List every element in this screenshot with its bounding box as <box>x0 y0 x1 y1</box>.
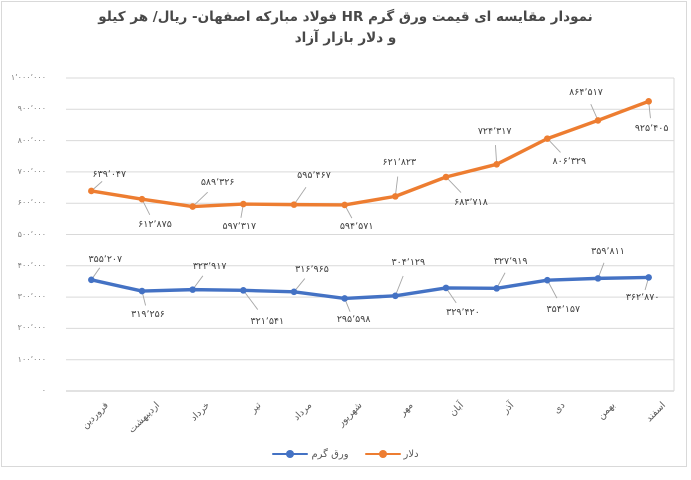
data-label-hot-rolled-sheet-10: ۳۵۴٬۱۵۷ <box>546 304 581 316</box>
data-label-dollar-8: ۶۸۳٬۷۱۸ <box>454 196 488 208</box>
ytick-label-2: ۲۰۰٬۰۰۰ <box>17 323 46 333</box>
legend: ورق گرم دلار <box>0 446 691 462</box>
series-line-dollar <box>89 99 651 209</box>
data-point-dollar-5 <box>290 201 298 208</box>
data-point-hot-rolled-sheet-12 <box>645 274 652 281</box>
data-point-dollar-4 <box>240 200 247 208</box>
data-label-dollar-5: ۵۹۵٬۴۶۷ <box>297 169 331 181</box>
ytick-label-9: ۹۰۰٬۰۰۰ <box>17 104 46 114</box>
data-point-dollar-11 <box>594 117 602 124</box>
data-label-hot-rolled-sheet-5: ۳۱۶٬۹۶۵ <box>295 263 329 275</box>
data-point-hot-rolled-sheet-11 <box>594 275 602 282</box>
data-label-dollar-9: ۷۲۴٬۳۱۷ <box>477 126 512 138</box>
data-label-dollar-10: ۸۰۶٬۳۲۹ <box>552 155 587 167</box>
data-point-dollar-3 <box>189 203 196 210</box>
ytick-label-3: ۳۰۰٬۰۰۰ <box>17 292 46 302</box>
data-point-dollar-2 <box>138 195 146 203</box>
data-point-dollar-7 <box>392 193 399 200</box>
data-label-hot-rolled-sheet-8: ۳۲۹٬۴۲۰ <box>446 306 480 318</box>
data-point-hot-rolled-sheet-1 <box>88 276 95 284</box>
ytick-label-6: ۶۰۰٬۰۰۰ <box>17 198 46 208</box>
label-leader-line <box>394 275 404 296</box>
label-leader-line <box>394 176 399 197</box>
data-point-hot-rolled-sheet-3 <box>189 286 196 293</box>
data-point-hot-rolled-sheet-6 <box>341 295 348 302</box>
data-label-hot-rolled-sheet-7: ۳۰۴٬۱۲۹ <box>391 256 426 268</box>
ytick-label-8: ۸۰۰٬۰۰۰ <box>17 135 46 145</box>
ytick-label-10: ۱٬۰۰۰٬۰۰۰ <box>10 73 46 82</box>
data-label-dollar-1: ۶۳۹٬۰۴۷ <box>92 168 127 180</box>
legend-label-hot-rolled-sheet: ورق گرم <box>311 448 349 460</box>
data-point-hot-rolled-sheet-10 <box>544 276 551 284</box>
label-leader-line <box>293 186 307 205</box>
ytick-label-5: ۵۰۰٬۰۰۰ <box>17 229 46 239</box>
data-point-hot-rolled-sheet-8 <box>442 284 450 292</box>
data-label-hot-rolled-sheet-12: ۳۶۲٬۸۷۰ <box>625 292 660 304</box>
legend-item-dollar[interactable]: دلار <box>364 448 419 460</box>
data-label-hot-rolled-sheet-11: ۳۵۹٬۸۱۱ <box>591 246 625 258</box>
data-point-dollar-10 <box>544 135 551 142</box>
data-label-hot-rolled-sheet-6: ۲۹۵٬۵۹۸ <box>336 314 371 326</box>
data-point-dollar-6 <box>341 201 348 209</box>
label-leader-line <box>445 176 462 193</box>
chart-title: نمودار مقایسه ای قیمت ورق گرم HR فولاد م… <box>0 7 691 49</box>
legend-line-marker-dollar <box>364 450 401 459</box>
label-leader-line <box>242 290 259 310</box>
data-label-dollar-4: ۵۹۷٬۳۱۷ <box>222 221 257 233</box>
data-label-hot-rolled-sheet-9: ۳۲۷٬۹۱۹ <box>493 256 528 268</box>
legend-label-dollar: دلار <box>403 448 419 460</box>
ytick-label-1: ۱۰۰٬۰۰۰ <box>17 354 46 364</box>
ytick-label-0: ۰ <box>41 386 46 395</box>
data-label-dollar-12: ۹۲۵٬۴۰۵ <box>634 123 669 135</box>
data-label-dollar-11: ۸۶۴٬۵۱۷ <box>569 87 603 99</box>
chart-title-line2: و دلار بازار آزاد <box>294 30 397 46</box>
data-label-hot-rolled-sheet-1: ۳۵۵٬۲۰۷ <box>88 253 123 265</box>
data-label-dollar-6: ۵۹۴٬۵۷۱ <box>339 220 374 232</box>
data-label-dollar-7: ۶۲۱٬۸۲۳ <box>382 157 417 169</box>
legend-item-hot-rolled-sheet[interactable]: ورق گرم <box>272 448 349 460</box>
legend-line-marker-hot-rolled-sheet <box>272 450 309 459</box>
data-point-dollar-12 <box>645 98 652 105</box>
data-point-hot-rolled-sheet-2 <box>138 287 146 295</box>
data-label-dollar-3: ۵۸۹٬۳۲۶ <box>200 176 235 188</box>
data-point-dollar-1 <box>88 187 95 195</box>
chart-title-line1: نمودار مقایسه ای قیمت ورق گرم HR فولاد م… <box>98 9 593 25</box>
data-point-dollar-8 <box>442 173 450 181</box>
data-label-dollar-2: ۶۱۲٬۸۷۵ <box>138 219 172 231</box>
data-point-hot-rolled-sheet-7 <box>392 292 399 300</box>
data-point-hot-rolled-sheet-5 <box>290 288 298 296</box>
data-point-dollar-9 <box>493 160 500 168</box>
data-label-hot-rolled-sheet-2: ۳۱۹٬۲۵۶ <box>131 309 165 321</box>
data-point-hot-rolled-sheet-4 <box>240 287 247 294</box>
series-line-hot-rolled-sheet <box>89 275 651 301</box>
data-point-hot-rolled-sheet-9 <box>493 285 500 292</box>
label-leader-line <box>546 279 558 299</box>
ytick-label-7: ۷۰۰٬۰۰۰ <box>17 166 46 176</box>
ytick-label-4: ۴۰۰٬۰۰۰ <box>17 260 46 270</box>
label-leader-line <box>192 191 208 207</box>
data-label-hot-rolled-sheet-3: ۳۲۳٬۹۱۷ <box>192 260 227 272</box>
data-label-hot-rolled-sheet-4: ۳۲۱٬۵۴۱ <box>250 316 285 328</box>
